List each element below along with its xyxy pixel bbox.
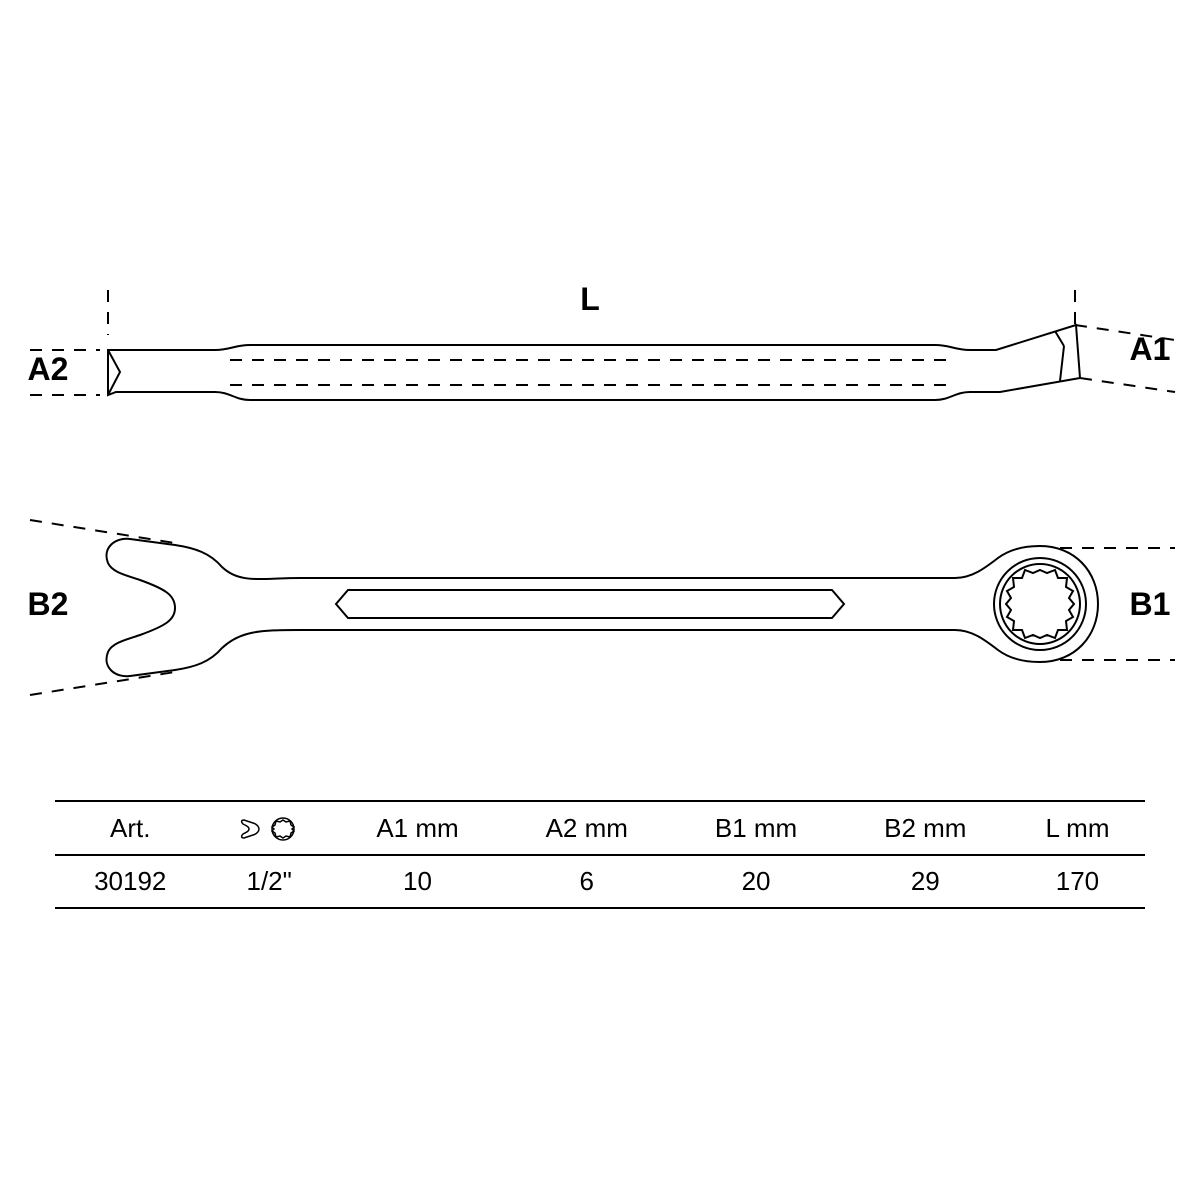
col-a2: A2 mm	[502, 801, 671, 855]
col-b2: B2 mm	[841, 801, 1010, 855]
wrench-icon	[239, 814, 299, 844]
cell-size: 1/2"	[205, 855, 332, 908]
col-b1: B1 mm	[671, 801, 840, 855]
col-size-icon	[205, 801, 332, 855]
spec-table: Art. A1 mm A2 mm B1 mm B	[55, 800, 1145, 909]
table-row: 30192 1/2" 10 6 20 29 170	[55, 855, 1145, 908]
cell-b1: 20	[671, 855, 840, 908]
label-A2: A2	[28, 351, 69, 387]
col-a1: A1 mm	[333, 801, 502, 855]
technical-drawing-sheet: .solid { fill: none; stroke: #000000; st…	[0, 0, 1200, 1200]
table-header-row: Art. A1 mm A2 mm B1 mm B	[55, 801, 1145, 855]
cell-a2: 6	[502, 855, 671, 908]
wrench-diagram: .solid { fill: none; stroke: #000000; st…	[0, 0, 1200, 800]
plan-view: B2 B1	[28, 520, 1175, 695]
cell-art: 30192	[55, 855, 205, 908]
cell-b2: 29	[841, 855, 1010, 908]
label-L: L	[580, 281, 600, 317]
col-art: Art.	[55, 801, 205, 855]
cell-a1: 10	[333, 855, 502, 908]
label-B1: B1	[1130, 586, 1171, 622]
label-B2: B2	[28, 586, 69, 622]
side-view: L A2 A1	[28, 281, 1175, 400]
col-l: L mm	[1010, 801, 1145, 855]
cell-l: 170	[1010, 855, 1145, 908]
